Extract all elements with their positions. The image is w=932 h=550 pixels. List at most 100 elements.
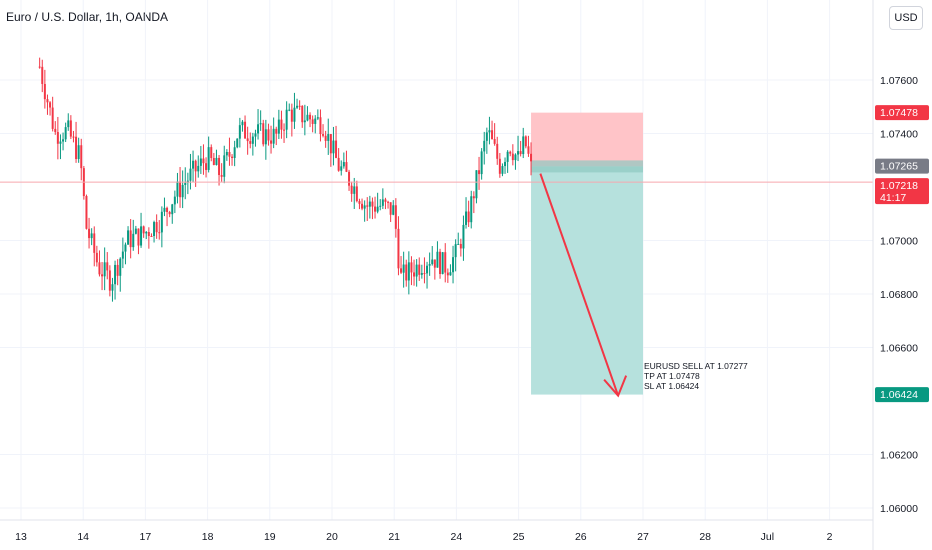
price-badge: 1.07265 — [875, 158, 929, 174]
candle-body — [101, 274, 104, 277]
candle-body — [275, 128, 278, 134]
candle-body — [103, 262, 106, 277]
candle-body — [314, 118, 317, 124]
price-badge-bg — [875, 105, 929, 121]
y-tick-label: 1.06800 — [880, 289, 918, 301]
candle-body — [236, 138, 239, 148]
candle-body — [181, 184, 184, 198]
price-badge: 1.07478 — [875, 105, 929, 121]
candle-body — [173, 196, 176, 205]
candle-body — [38, 66, 41, 68]
price-badge-bg — [875, 158, 929, 174]
candle-body — [353, 186, 356, 194]
candle-body — [413, 272, 416, 277]
candle-body — [220, 175, 223, 177]
candle-body — [231, 156, 234, 158]
candle-body — [111, 284, 114, 291]
candle-body — [485, 132, 488, 141]
candle-body — [212, 158, 215, 165]
candle-body — [509, 151, 512, 154]
candle-body — [210, 147, 213, 159]
candle-body — [332, 140, 335, 154]
candle-body — [407, 262, 410, 281]
candle-body — [483, 140, 486, 152]
candle-body — [142, 226, 145, 234]
candle-body — [517, 151, 520, 155]
candle-body — [153, 222, 156, 237]
candle-body — [309, 114, 312, 120]
candle-body — [124, 244, 127, 252]
candle-body — [493, 139, 496, 144]
candle-body — [491, 130, 494, 140]
candle-body — [306, 114, 309, 121]
candle-body — [470, 196, 473, 223]
candle-body — [415, 264, 418, 277]
candle-body — [363, 205, 366, 209]
candle-body — [290, 109, 293, 122]
candle-body — [259, 123, 262, 125]
candle-body — [298, 105, 301, 107]
candle-body — [225, 152, 228, 156]
candle-body — [480, 151, 483, 175]
candle-body — [501, 166, 504, 174]
candle-body — [511, 153, 514, 161]
candle-body — [85, 196, 88, 229]
candle-body — [51, 107, 54, 129]
candle-body — [202, 158, 205, 164]
candle-body — [69, 120, 72, 137]
candle-body — [376, 206, 379, 212]
candle-body — [41, 66, 44, 84]
candle-body — [114, 264, 117, 285]
candle-body — [348, 171, 351, 186]
candle-body — [311, 119, 314, 124]
candle-body — [428, 264, 431, 266]
candle-body — [392, 205, 395, 215]
candle-body — [436, 251, 439, 268]
candle-body — [137, 228, 140, 246]
candle-body — [371, 201, 374, 207]
candle-body — [478, 170, 481, 175]
candle-body — [368, 201, 371, 207]
candle-body — [280, 119, 283, 130]
candle-body — [238, 125, 241, 139]
candle-body — [441, 252, 444, 275]
y-tick-label: 1.06600 — [880, 343, 918, 355]
candle-body — [270, 140, 273, 144]
candle-body — [340, 166, 343, 171]
candle-body — [147, 232, 150, 236]
candle-body — [506, 151, 509, 162]
candle-body — [345, 162, 348, 172]
currency-button[interactable]: USD — [889, 6, 923, 30]
candle-body — [452, 257, 455, 273]
candle-body — [106, 262, 109, 271]
candle-body — [522, 136, 525, 155]
candle-body — [446, 272, 449, 276]
candle-body — [498, 158, 501, 174]
candle-body — [145, 232, 148, 234]
candle-body — [496, 143, 499, 159]
candle-body — [389, 202, 392, 215]
candle-body — [88, 228, 91, 239]
candle-body — [223, 155, 226, 177]
candle-body — [254, 133, 257, 137]
candle-body — [150, 235, 153, 237]
candle-body — [285, 109, 288, 130]
annotation-tp: TP AT 1.07478 — [644, 371, 700, 381]
candle-body — [322, 134, 325, 136]
candle-body — [303, 120, 306, 123]
candle-body — [514, 154, 517, 161]
candle-body — [475, 170, 478, 199]
candle-body — [54, 128, 57, 133]
trade-annotation: EURUSD SELL AT 1.07277 TP AT 1.07478 SL … — [644, 361, 748, 391]
candle-body — [449, 272, 452, 276]
candle-body — [387, 201, 390, 203]
candle-body — [46, 99, 49, 103]
candle-body — [488, 130, 491, 133]
x-tick-label: 26 — [575, 531, 587, 543]
candle-body — [283, 129, 286, 131]
candle-body — [62, 139, 65, 142]
candle-body — [163, 207, 166, 212]
candle-body — [355, 186, 358, 202]
